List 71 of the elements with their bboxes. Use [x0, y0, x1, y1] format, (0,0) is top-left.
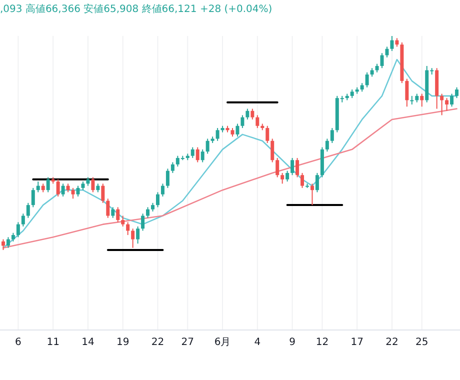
- candlestick: [21, 213, 25, 227]
- candlestick: [121, 215, 125, 227]
- candlestick: [290, 157, 294, 176]
- candlestick: [166, 168, 170, 188]
- candlestick: [315, 172, 319, 193]
- candlestick: [111, 206, 115, 218]
- candlestick: [250, 108, 254, 120]
- candlestick: [56, 178, 60, 197]
- candlestick: [300, 172, 304, 188]
- candlestick: [170, 162, 174, 174]
- candlestick: [126, 222, 130, 236]
- candlestick: [445, 98, 449, 112]
- candlestick: [440, 93, 444, 116]
- candlestick: [146, 206, 150, 218]
- candlestick: [16, 222, 20, 238]
- candlestick: [286, 170, 290, 182]
- candlestick: [256, 114, 260, 129]
- candlestick: [46, 176, 50, 193]
- x-tick-label: 6月: [214, 337, 231, 348]
- candlestick: [1, 238, 5, 250]
- candlestick: [160, 183, 164, 197]
- candlestick: [156, 192, 160, 208]
- candlestick: [240, 114, 244, 129]
- x-tick-label: 4: [254, 337, 261, 348]
- candlestick: [106, 198, 110, 218]
- candlestick: [196, 146, 200, 163]
- candlestick: [216, 128, 220, 142]
- candlestick: [455, 86, 459, 99]
- text: ,093 高値66,366 安値65,908 終値66,121 +28 (+0.04%): [0, 3, 272, 15]
- candlestick: [385, 46, 389, 58]
- x-tick-label: 22: [151, 337, 164, 348]
- x-tick-label: 6: [15, 337, 22, 348]
- candlestick: [31, 187, 35, 208]
- candlestick: [141, 213, 145, 232]
- candlestick: [236, 123, 240, 138]
- candlestick: [136, 226, 140, 244]
- candlestick: [190, 146, 194, 158]
- candlestick: [325, 138, 329, 152]
- candlestick: [131, 228, 135, 248]
- candlestick: [276, 157, 280, 178]
- candlestick: [116, 206, 120, 223]
- x-tick-label: 19: [116, 337, 130, 348]
- candlestick: [365, 72, 369, 88]
- candlestick: [71, 187, 75, 200]
- candlestick: [450, 93, 454, 108]
- candlestick: [405, 78, 409, 108]
- candlestick: [266, 125, 270, 144]
- candlestick: [270, 138, 274, 163]
- candlestick: [36, 181, 40, 193]
- candlestick: [246, 108, 250, 120]
- candlestick: [296, 157, 300, 178]
- candlestick: [61, 183, 65, 197]
- candlestick: [390, 36, 394, 52]
- candlestick: [6, 236, 10, 248]
- x-tick-label: 11: [46, 337, 60, 348]
- x-tick-label: 22: [386, 337, 398, 348]
- x-tick-label: 27: [181, 337, 194, 348]
- x-tick-label: 25: [416, 337, 428, 348]
- candlestick: [420, 93, 424, 108]
- x-tick-label: 17: [350, 337, 364, 348]
- candlestick: [310, 183, 314, 206]
- candlestick: [280, 172, 284, 184]
- candlestick: [200, 148, 204, 163]
- candlestick: [26, 202, 30, 218]
- x-tick-label: 14: [82, 337, 94, 348]
- candlestick: [91, 176, 95, 193]
- x-tick-label: 9: [289, 337, 296, 348]
- x-tick-label: 12: [316, 337, 329, 348]
- candlestick: [101, 183, 105, 204]
- candlestick: [206, 138, 210, 154]
- candlestick: [330, 128, 334, 144]
